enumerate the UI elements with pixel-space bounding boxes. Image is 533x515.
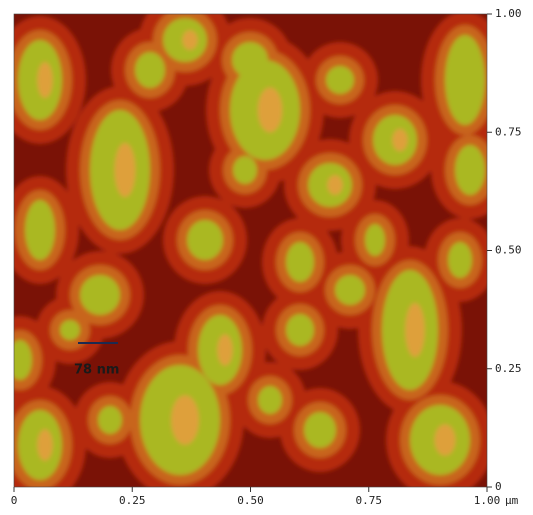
texture [187, 220, 223, 260]
x-tick-label: 0.75 [356, 494, 383, 507]
texture [171, 395, 199, 445]
texture [217, 334, 232, 366]
y-tick-label: 0.25 [495, 362, 522, 375]
texture [445, 35, 485, 125]
texture [365, 224, 385, 256]
scale-label: 78 nm [74, 363, 119, 378]
texture [98, 406, 122, 434]
texture [258, 88, 283, 133]
texture [60, 320, 80, 340]
y-tick-label: 0.75 [495, 125, 522, 138]
texture [25, 200, 55, 260]
texture [258, 386, 282, 414]
y-tick-label: 0 [495, 480, 502, 493]
texture [448, 242, 472, 278]
texture [8, 340, 32, 380]
texture [405, 303, 425, 357]
y-tick-label: 1.00 [495, 7, 522, 20]
texture [435, 424, 456, 456]
texture [232, 42, 268, 78]
texture [335, 275, 365, 305]
texture [135, 52, 165, 88]
x-tick-label: 1.00 [474, 494, 501, 507]
texture [233, 156, 257, 184]
texture [326, 66, 354, 94]
x-tick-label: 0.25 [119, 494, 146, 507]
afm-image [0, 0, 509, 504]
texture [115, 143, 136, 197]
texture [37, 62, 52, 98]
texture [392, 129, 407, 152]
texture [455, 145, 485, 195]
y-tick-label: 0.50 [495, 244, 522, 257]
texture [286, 314, 314, 346]
figure: 78 nm 00.250.500.751.00µm00.250.500.751.… [0, 0, 533, 515]
texture [304, 412, 336, 448]
x-tick-label: 0.50 [237, 494, 264, 507]
texture [80, 275, 120, 315]
texture [327, 175, 342, 195]
page: 78 nm 00.250.500.751.00µm00.250.500.751.… [0, 0, 533, 515]
texture [37, 429, 52, 461]
x-tick-label: 0 [11, 494, 18, 507]
x-unit: µm [505, 494, 519, 507]
texture [182, 30, 197, 50]
texture [286, 242, 314, 282]
